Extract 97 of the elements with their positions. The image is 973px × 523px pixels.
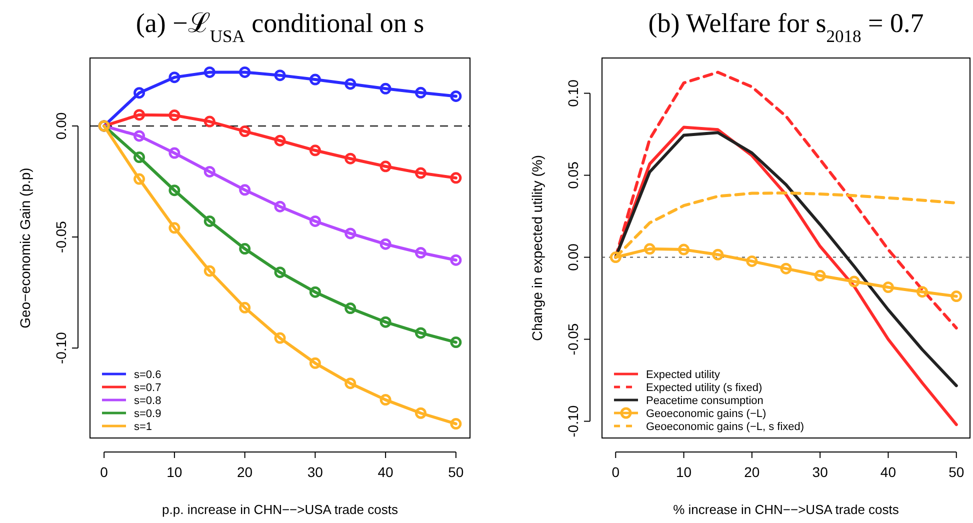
- point: [309, 357, 321, 369]
- point: [204, 116, 216, 128]
- point: [380, 394, 392, 406]
- x-axis-title: p.p. increase in CHN−−>USA trade costs: [162, 502, 398, 517]
- y-tick-label: -0.10: [565, 405, 581, 438]
- point: [414, 167, 426, 179]
- point: [168, 72, 180, 84]
- legend-label: s=1: [134, 421, 152, 433]
- legend-label: Geoeconomic gains (−L, s fixed): [646, 421, 804, 433]
- legend-label: Expected utility (s fixed): [646, 382, 762, 394]
- legend-label: s=0.7: [134, 382, 162, 394]
- point: [414, 86, 426, 98]
- point: [168, 222, 180, 234]
- point: [344, 228, 356, 240]
- point: [644, 243, 656, 255]
- point: [780, 262, 792, 274]
- point: [678, 244, 690, 256]
- point: [239, 126, 251, 138]
- legend-label: s=0.6: [134, 369, 162, 381]
- point: [134, 130, 146, 142]
- point: [380, 238, 392, 250]
- point: [882, 282, 894, 294]
- legend-label: Expected utility: [646, 369, 720, 381]
- x-tick-label: 50: [948, 464, 964, 480]
- point: [610, 252, 622, 264]
- point: [204, 66, 216, 78]
- point: [239, 302, 251, 314]
- point: [344, 302, 356, 314]
- point: [380, 316, 392, 328]
- legend-label: s=0.8: [134, 395, 162, 407]
- point: [134, 173, 146, 185]
- point: [344, 78, 356, 90]
- y-tick-label: -0.10: [53, 332, 69, 364]
- point: [134, 152, 146, 164]
- point: [274, 200, 286, 212]
- x-tick-label: 50: [448, 464, 464, 480]
- point: [450, 254, 462, 266]
- point: [134, 109, 146, 121]
- x-tick-label: 30: [307, 464, 324, 480]
- x-tick-label: 20: [744, 464, 760, 480]
- y-tick-label: 0.00: [53, 112, 69, 140]
- chart-title: (a) −ℒ$_{USA}$ conditional on s: [136, 8, 424, 46]
- point: [274, 70, 286, 82]
- point: [274, 266, 286, 278]
- point: [712, 248, 724, 260]
- point: [204, 215, 216, 227]
- point: [414, 407, 426, 419]
- point: [239, 66, 251, 78]
- x-tick-label: 40: [880, 464, 896, 480]
- point: [204, 166, 216, 178]
- y-tick-label: 0.00: [565, 243, 581, 271]
- point: [450, 336, 462, 348]
- x-axis-title: % increase in CHN−−>USA trade costs: [673, 502, 900, 517]
- legend-label: s=0.9: [134, 408, 162, 420]
- point: [239, 243, 251, 255]
- point: [168, 147, 180, 159]
- point: [274, 332, 286, 344]
- point: [380, 160, 392, 172]
- point: [450, 90, 462, 102]
- point: [848, 276, 860, 288]
- point: [916, 286, 928, 298]
- chart-title: (b) Welfare for s$_{2018}$ = 0.7: [648, 8, 924, 46]
- point: [950, 290, 962, 302]
- point: [204, 265, 216, 277]
- point: [414, 247, 426, 259]
- point: [309, 74, 321, 86]
- legend-label: Geoeconomic gains (−L): [646, 408, 766, 420]
- point: [414, 327, 426, 339]
- y-tick-label: 0.05: [565, 161, 581, 189]
- point: [344, 378, 356, 390]
- y-tick-label: -0.05: [53, 220, 69, 253]
- x-tick-label: 10: [676, 464, 692, 480]
- point: [274, 134, 286, 146]
- legend-label: Peacetime consumption: [646, 395, 764, 407]
- point: [309, 144, 321, 156]
- x-tick-label: 20: [237, 464, 253, 480]
- point: [239, 184, 251, 196]
- point: [168, 110, 180, 122]
- point: [168, 184, 180, 196]
- point: [380, 82, 392, 94]
- point: [814, 270, 826, 282]
- x-tick-label: 0: [612, 464, 620, 480]
- point: [450, 418, 462, 430]
- x-tick-label: 10: [166, 464, 182, 480]
- point: [746, 255, 758, 267]
- y-tick-label: 0.10: [565, 79, 581, 107]
- point: [134, 87, 146, 99]
- x-tick-label: 0: [100, 464, 108, 480]
- y-tick-label: -0.05: [565, 323, 581, 356]
- x-tick-label: 30: [812, 464, 828, 480]
- point: [309, 286, 321, 298]
- x-tick-label: 40: [378, 464, 394, 480]
- y-axis-title: Change in expected utility (%): [529, 155, 545, 341]
- point: [309, 215, 321, 227]
- point: [450, 172, 462, 184]
- y-axis-title: Geo−economic Gain (p.p): [17, 168, 33, 328]
- point: [344, 152, 356, 164]
